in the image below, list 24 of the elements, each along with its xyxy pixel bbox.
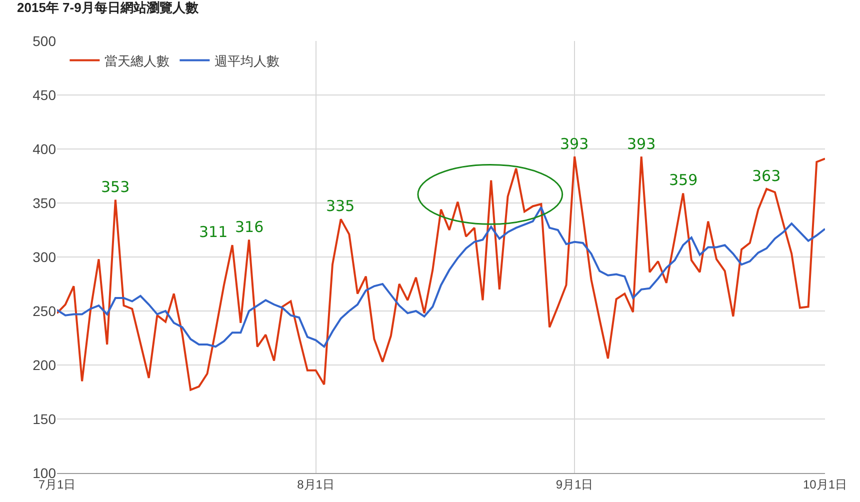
annotation: 353	[101, 178, 130, 196]
annotation: 311	[199, 223, 228, 241]
y-tick-label: 200	[32, 356, 56, 373]
x-tick-label: 9月1日	[556, 477, 594, 492]
annotation: 393	[627, 135, 656, 153]
y-tick-label: 350	[32, 194, 56, 211]
y-tick-label: 250	[32, 302, 56, 319]
x-tick-label: 8月1日	[297, 477, 334, 492]
y-tick-label: 400	[32, 140, 56, 157]
y-tick-label: 450	[32, 86, 56, 103]
x-tick-label: 10月1日	[802, 477, 848, 492]
line-series	[57, 156, 825, 391]
chart-title: 2015年 7-9月每日網站瀏覽人數	[17, 0, 200, 15]
annotation: 316	[235, 218, 264, 236]
legend-label: 當天總人數	[104, 53, 170, 68]
annotation: 359	[669, 171, 698, 189]
x-tick-label: 7月1日	[38, 477, 76, 492]
annotation: 393	[560, 135, 589, 153]
y-tick-label: 500	[32, 32, 56, 49]
legend-label: 週平均人數	[214, 53, 280, 68]
y-tick-label: 150	[32, 410, 56, 427]
y-tick-label: 300	[32, 248, 56, 265]
annotation: 363	[752, 167, 781, 185]
annotation: 335	[326, 197, 355, 215]
